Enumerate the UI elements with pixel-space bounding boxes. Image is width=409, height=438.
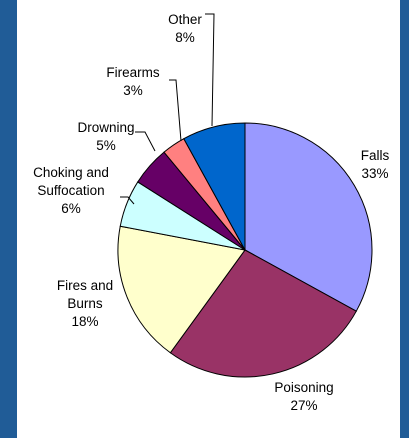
data-label-falls: Falls 33%: [361, 148, 390, 181]
data-label-drowning: Drowning 5%: [77, 120, 134, 153]
data-label-choking-and-suffocation: Choking and Suffocation 6%: [33, 165, 109, 216]
leader-other: [205, 13, 215, 127]
slice-other: [183, 122, 246, 251]
leader-choking: [120, 196, 135, 205]
data-label-poisoning: Poisoning 27%: [274, 380, 333, 413]
slice-falls: [244, 122, 373, 312]
data-label-firearms: Firearms 3%: [106, 65, 159, 98]
slice-fires-and-burns: [117, 225, 246, 354]
data-label-other: Other 8%: [168, 12, 202, 45]
leader-firearms: [169, 79, 182, 142]
data-label-fires-and-burns: Fires and Burns 18%: [57, 278, 113, 329]
slice-poisoning: [169, 249, 357, 378]
leader-drowning: [135, 131, 156, 152]
